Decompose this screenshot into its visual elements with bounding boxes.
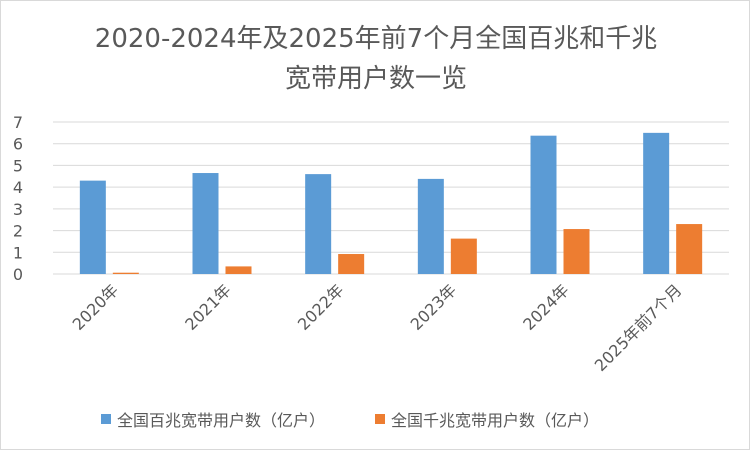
bar-series2-2 — [338, 254, 365, 274]
bars — [79, 132, 703, 274]
bar-series2-0 — [112, 272, 139, 274]
bar-series1-3 — [417, 178, 444, 274]
bar-series1-4 — [530, 135, 557, 274]
legend: 全国百兆宽带用户数（亿户） 全国千兆宽带用户数（亿户） — [101, 405, 701, 433]
y-tick-label: 1 — [13, 243, 23, 262]
chart-title: 2020-2024年及2025年前7个月全国百兆和千兆 宽带用户数一览 — [61, 19, 691, 99]
bar-series2-5 — [676, 224, 703, 274]
legend-swatch-series2 — [375, 414, 386, 424]
chart-title-line1: 2020-2024年及2025年前7个月全国百兆和千兆 — [94, 24, 658, 54]
bar-series2-3 — [450, 238, 477, 274]
x-tick-label: 2024年 — [519, 280, 573, 334]
bar-series1-0 — [79, 180, 106, 274]
legend-swatch-series1 — [101, 414, 111, 424]
legend-label-series1: 全国百兆宽带用户数（亿户） — [117, 411, 326, 430]
y-tick-label: 7 — [13, 113, 23, 132]
x-tick-label: 2025年前7个月 — [591, 280, 686, 375]
x-tick-label: 2023年 — [407, 280, 461, 334]
y-tick-label: 4 — [13, 178, 23, 197]
x-axis-ticks: 2020年 2021年 2022年 2023年 2024年 2025年前7个月 — [69, 280, 686, 375]
legend-item-series2: 全国千兆宽带用户数（亿户） — [375, 407, 599, 431]
y-tick-label: 5 — [13, 156, 23, 175]
legend-item-series1: 全国百兆宽带用户数（亿户） — [101, 407, 325, 431]
legend-label-series2: 全国千兆宽带用户数（亿户） — [391, 411, 600, 430]
y-tick-label: 6 — [13, 135, 23, 154]
gridlines — [53, 121, 729, 275]
chart-title-line2: 宽带用户数一览 — [284, 64, 467, 94]
bar-series1-1 — [192, 173, 219, 274]
bar-series1-5 — [643, 132, 670, 274]
y-tick-label: 0 — [13, 265, 23, 284]
bar-series1-2 — [305, 174, 332, 274]
bar-series2-4 — [563, 229, 590, 274]
x-tick-label: 2021年 — [181, 280, 235, 334]
y-axis-ticks: 0 1 2 3 4 5 6 7 — [13, 113, 23, 284]
x-tick-label: 2022年 — [294, 280, 348, 334]
y-tick-label: 2 — [13, 222, 23, 241]
bar-series2-1 — [225, 266, 252, 274]
y-tick-label: 3 — [13, 200, 23, 219]
x-tick-label: 2020年 — [69, 280, 123, 334]
